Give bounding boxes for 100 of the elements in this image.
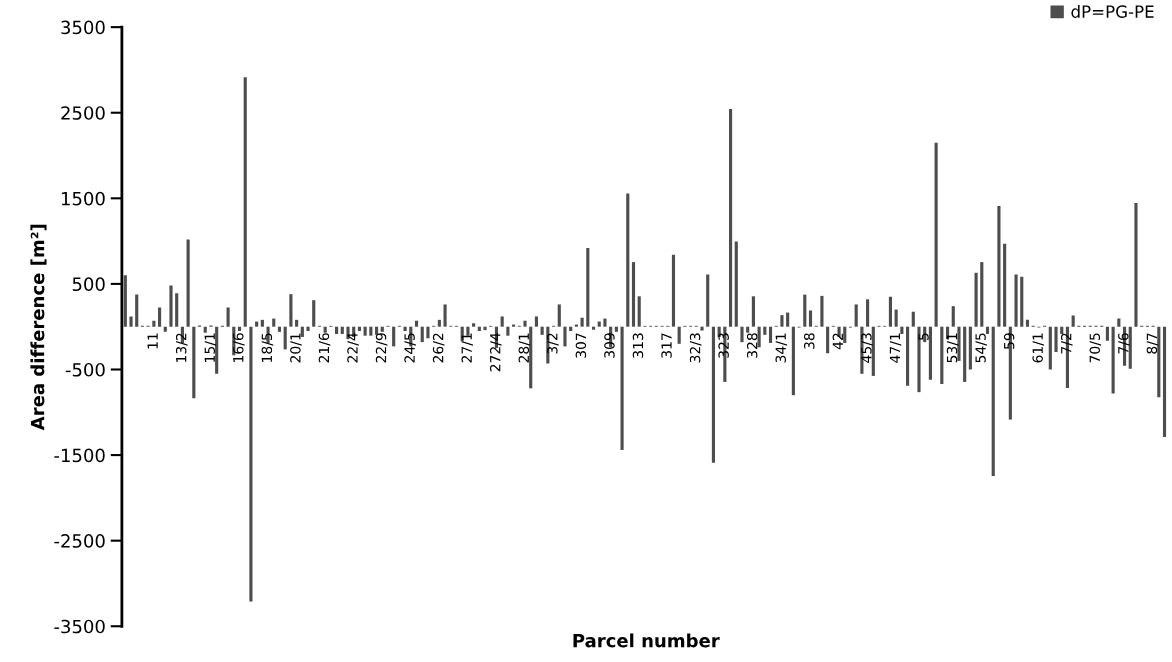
bar: [563, 326, 567, 347]
x-tick-label: 45/3: [861, 333, 873, 363]
x-tick-label: 28/1: [518, 333, 531, 363]
bar: [677, 326, 681, 344]
x-tick-label: 47/1: [889, 333, 902, 363]
bar: [786, 312, 790, 327]
bar: [443, 304, 447, 327]
x-tick-label: 32/3: [689, 333, 702, 363]
bar: [1014, 274, 1018, 327]
bar: [426, 326, 430, 339]
bar: [803, 294, 807, 327]
bar: [820, 295, 824, 327]
bar: [1020, 276, 1024, 327]
x-tick-label: 328: [746, 333, 758, 358]
y-tick-label: -2500: [54, 534, 105, 548]
x-tick-label: 27/1: [461, 333, 474, 363]
bar: [586, 247, 590, 327]
bar: [135, 294, 139, 327]
bar: [557, 304, 561, 327]
bar: [500, 316, 504, 327]
bar: [740, 326, 744, 343]
bar: [203, 326, 207, 333]
bar: [763, 326, 767, 335]
y-tick-label: 3500: [61, 20, 105, 35]
x-tick-label: 272/4: [489, 333, 502, 372]
y-tick-label: 500: [72, 277, 105, 292]
x-tick-label: 7/6: [1118, 333, 1130, 354]
bar: [700, 326, 704, 331]
bar: [757, 326, 761, 348]
bar: [866, 299, 870, 327]
bar: [255, 321, 259, 327]
bar: [997, 206, 1001, 327]
bar: [186, 239, 190, 327]
bar: [306, 326, 310, 331]
y-tick-label: 1500: [61, 191, 105, 206]
bar: [768, 326, 773, 343]
bar: [734, 241, 738, 327]
bar: [152, 320, 156, 327]
x-tick-label: 18/5: [261, 333, 274, 362]
bar: [260, 319, 264, 327]
bar: [1025, 319, 1030, 327]
bar: [335, 326, 339, 334]
bar: [506, 326, 510, 336]
x-tick-label: 70/5: [1089, 333, 1102, 363]
bar: [894, 309, 898, 327]
x-tick-label: 26/2: [432, 333, 445, 363]
x-tick-label: 307: [575, 333, 587, 358]
bar: [414, 320, 419, 327]
x-tick-label: 22/9: [375, 333, 388, 363]
bar: [854, 304, 858, 327]
bar: [1117, 318, 1121, 327]
bar: [363, 326, 367, 336]
bar: [477, 326, 481, 331]
x-tick-label: 61/1: [1032, 333, 1045, 363]
bar: [597, 321, 601, 327]
bar: [472, 323, 476, 327]
bar: [534, 316, 538, 327]
bar: [603, 318, 607, 327]
bar: [637, 296, 641, 327]
bar: [1128, 326, 1132, 369]
bar: [934, 142, 938, 327]
x-tick-label: 11: [147, 333, 158, 349]
bar: [1054, 326, 1058, 352]
bar: [1111, 326, 1115, 394]
x-tick-label: 309: [604, 333, 615, 358]
bar: [911, 311, 915, 327]
bar: [295, 319, 299, 327]
bar: [420, 326, 424, 343]
bar: [614, 326, 618, 332]
bar: [437, 319, 441, 327]
bar: [1157, 326, 1161, 398]
bar: [523, 320, 527, 327]
bar: [357, 326, 361, 331]
bar: [289, 294, 293, 327]
bar: [1105, 326, 1109, 341]
bar: [808, 310, 813, 327]
bar: [369, 326, 373, 336]
bar: [928, 326, 932, 380]
bar: [403, 326, 407, 331]
y-tick-label: -1500: [54, 448, 105, 463]
bar: [671, 254, 676, 327]
bar: [392, 326, 396, 347]
x-tick-label: 59: [1003, 333, 1015, 349]
bar: [175, 293, 179, 327]
x-tick-label: 7/2: [1060, 333, 1073, 354]
bar: [1134, 203, 1138, 327]
bar: [826, 326, 830, 354]
bar: [631, 262, 636, 327]
bar: [974, 272, 978, 327]
bar: [980, 262, 984, 327]
x-tick-label: 38: [804, 333, 815, 349]
x-tick-label: 15/1: [204, 333, 217, 362]
y-axis-title: Area difference [m²]: [30, 224, 47, 431]
bar: [626, 193, 630, 327]
bar: [169, 285, 173, 327]
bar: [906, 326, 910, 386]
bar: [957, 326, 961, 361]
bar: [620, 326, 624, 450]
bar: [163, 326, 167, 332]
bar: [900, 326, 904, 334]
